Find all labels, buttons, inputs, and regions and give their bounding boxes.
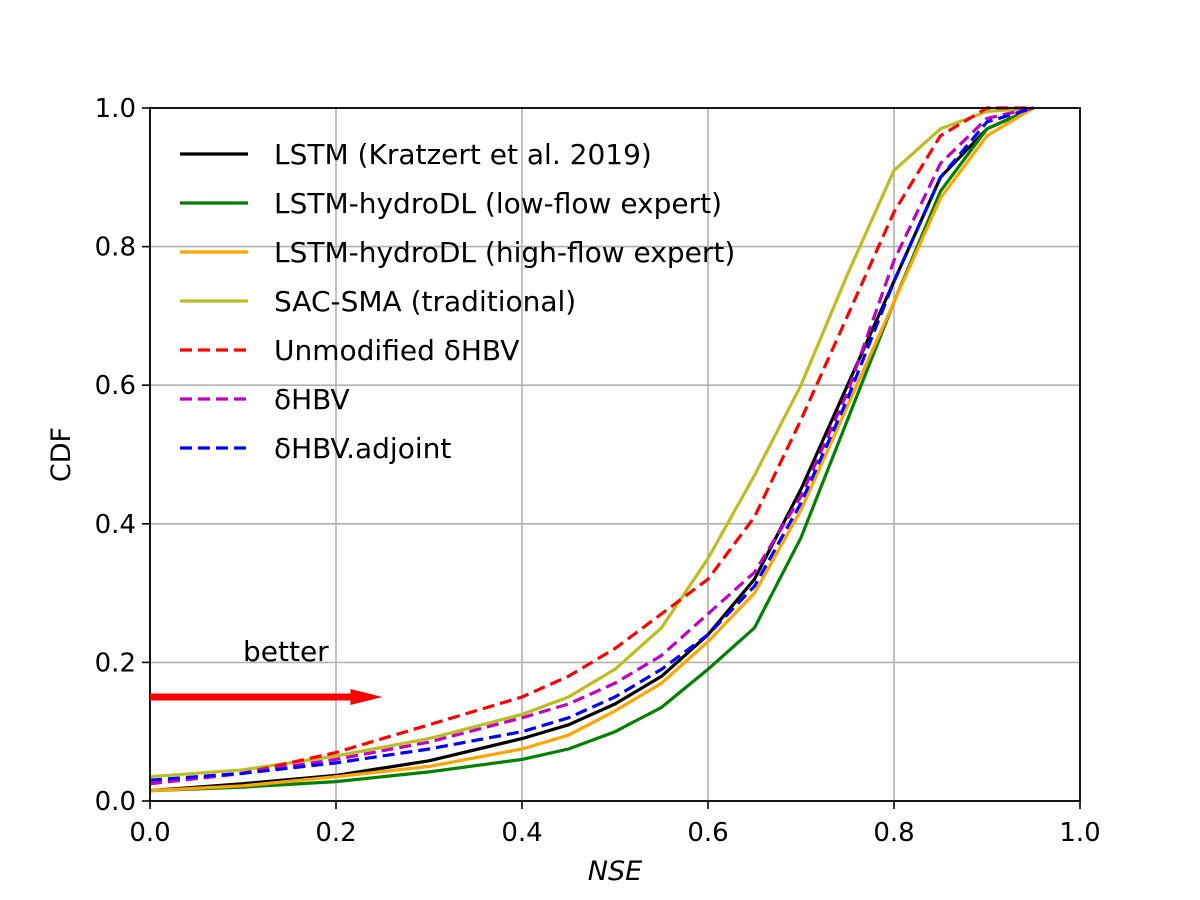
legend-label-0: LSTM (Kratzert et al. 2019) [274, 138, 652, 171]
legend-label-2: LSTM-hydroDL (high-flow expert) [274, 236, 735, 269]
ticks: 0.0 0.2 0.4 0.6 0.8 1.0 0.0 0.2 0.4 0.6 0.8 1.0 [95, 94, 1101, 848]
x-axis-label: NSE [588, 856, 642, 887]
series-line-4 [149, 106, 1034, 786]
legend: LSTM (Kratzert et al. 2019) LSTM-hydroDL … [180, 138, 735, 465]
x-tick-label: 0.2 [315, 818, 356, 848]
y-tick-label: 0.0 [95, 787, 136, 817]
x-tick-label: 0.4 [501, 818, 542, 848]
y-tick-label: 1.0 [95, 94, 136, 124]
legend-label-1: LSTM-hydroDL (low-flow expert) [274, 187, 722, 220]
plot-frame [149, 107, 1081, 802]
series-line-2 [149, 106, 1035, 793]
series-layer [149, 106, 1035, 793]
y-tick-label: 0.2 [95, 648, 136, 678]
annotation-arrow-head [350, 689, 383, 706]
x-tick-label: 0.6 [687, 818, 728, 848]
legend-label-3: SAC-SMA (traditional) [274, 285, 576, 318]
y-tick-label: 0.6 [95, 371, 136, 401]
y-tick-label: 0.4 [95, 510, 136, 540]
legend-label-4: Unmodified δHBV [274, 334, 519, 367]
y-tick-label: 0.8 [95, 233, 136, 263]
series-line-5 [149, 106, 1034, 786]
y-axis-label: CDF [46, 427, 77, 482]
annotation: better [150, 635, 383, 706]
series-line-3 [149, 106, 1034, 779]
annotation-label: better [243, 635, 329, 668]
legend-label-5: δHBV [274, 383, 350, 416]
legend-label-6: δHBV.adjoint [274, 432, 451, 465]
x-tick-label: 0.0 [129, 818, 170, 848]
x-tick-label: 0.8 [873, 818, 914, 848]
x-tick-label: 1.0 [1059, 818, 1100, 848]
series-line-6 [149, 106, 1034, 782]
